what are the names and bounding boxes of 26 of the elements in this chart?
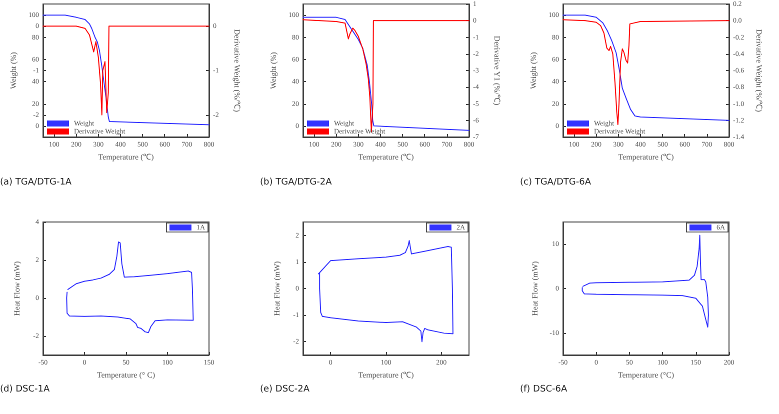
y2-axis-title: Derivative Y1 (%/℃) <box>492 36 502 106</box>
y-axis-title: Heat Flow (mW) <box>530 260 540 316</box>
x-axis-title: Temperature (℃) <box>358 152 414 162</box>
y-axis-title: Weight (%) <box>529 52 538 89</box>
text: (d) DSC-1A <box>0 384 50 394</box>
text: (f) DSC-6A <box>520 384 568 394</box>
x-axis-title: Temperature (°C) <box>618 370 674 380</box>
text: (c) TGA/DTG-6A <box>520 178 592 188</box>
text: (b) TGA/DTG-2A <box>260 178 333 188</box>
y2-axis-title: Derivative Weight (%/℃) <box>232 29 242 112</box>
x-axis-title: Temperature (° C) <box>96 370 156 380</box>
line-series <box>42 14 210 126</box>
line-series <box>318 240 454 342</box>
y2-axis-title: Derivative Weight (%/℃) <box>754 29 764 112</box>
y-axis-title: Weight (%) <box>269 52 278 89</box>
line-series <box>42 26 210 116</box>
line-series <box>582 234 709 328</box>
y-axis-title: Heat Flow (mW) <box>12 260 22 316</box>
line-series <box>66 241 194 334</box>
y-axis-title: Heat Flow (mW) <box>272 260 282 316</box>
x-axis-title: Temperature (℃) <box>618 152 674 162</box>
text: (e) DSC-2A <box>260 384 310 394</box>
x-axis-title: Temperature (℃) <box>98 152 154 162</box>
y-axis-title: Weight (%) <box>9 52 18 89</box>
x-axis-title: Temperature (℃) <box>358 370 414 380</box>
text: (a) TGA/DTG-1A <box>0 178 72 188</box>
